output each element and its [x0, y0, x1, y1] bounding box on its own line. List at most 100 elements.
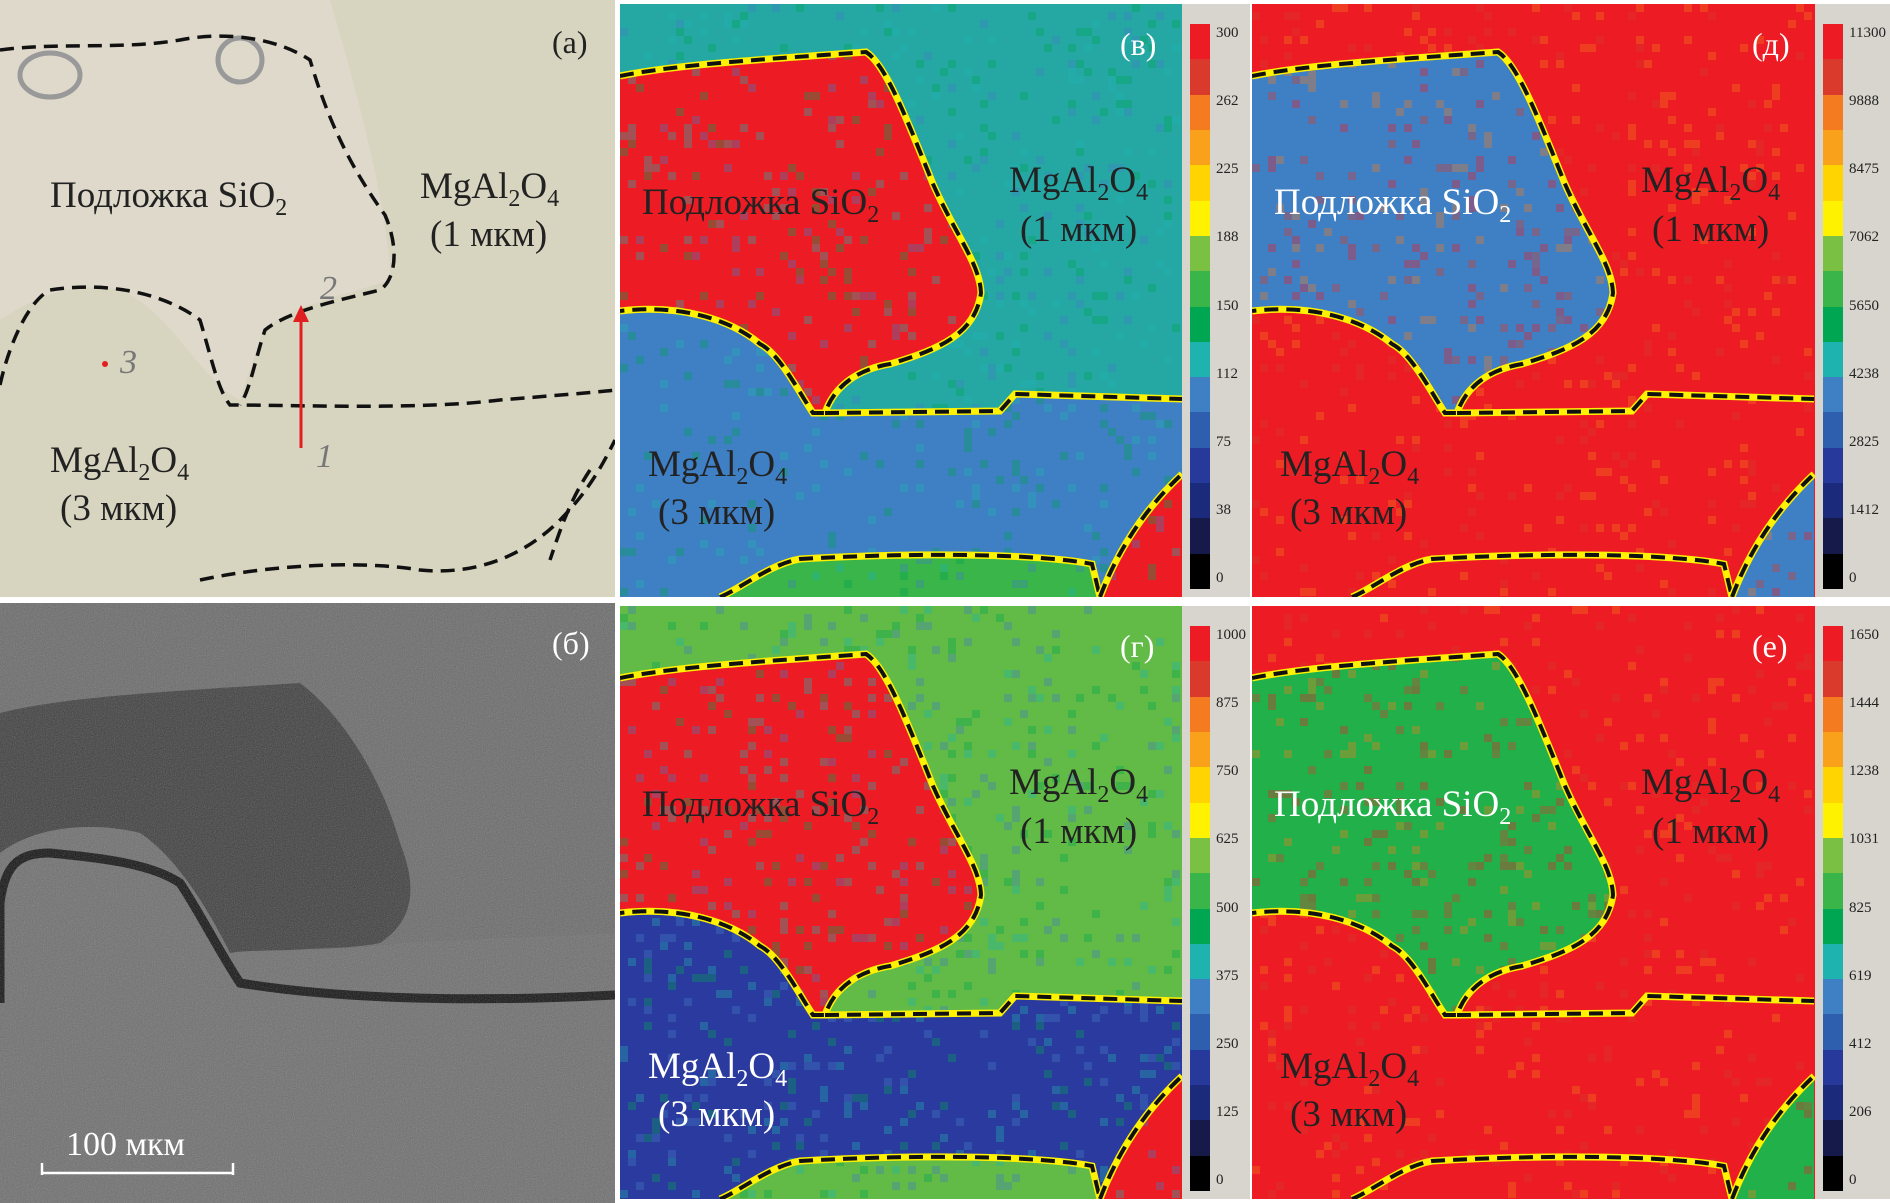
colorbar-tick-label: 375 — [1216, 967, 1239, 984]
colorbar-segment — [1190, 518, 1210, 554]
colorbar-tick-label: 750 — [1216, 763, 1239, 780]
colorbar-segment — [1823, 1049, 1843, 1086]
colorbar-d: 11300 9888 8475 7062 5650 4238 2825 1412 0 — [1815, 4, 1890, 597]
arrow-head-icon — [293, 305, 309, 322]
colorbar-segment — [1823, 908, 1843, 944]
colorbar-tick-label: 500 — [1216, 899, 1239, 916]
colorbar-segment — [1823, 837, 1843, 874]
element-map — [1252, 4, 1815, 597]
panel-a-boundaries — [0, 0, 615, 597]
colorbar-tick-label: 1031 — [1849, 831, 1879, 848]
colorbar-segment — [1190, 306, 1210, 342]
colorbar-segment — [1823, 129, 1843, 166]
panel-letter: (е) — [1752, 628, 1788, 664]
colorbar-segment — [1823, 483, 1843, 519]
label-spinel-thick: MgAl2O4 — [648, 1046, 788, 1092]
region-corner — [1732, 1076, 1814, 1199]
colorbar-tick-label: 5650 — [1849, 297, 1879, 314]
region-substrate — [1252, 654, 1613, 1015]
label-thickness-3um: (3 мкм) — [1290, 1094, 1408, 1135]
colorbar-tick-label: 0 — [1216, 1172, 1224, 1188]
colorbar-tick-label: 875 — [1216, 695, 1239, 712]
region-bottom — [1352, 1156, 1732, 1199]
colorbar-segment — [1823, 767, 1843, 803]
colorbar-segment — [1190, 943, 1210, 980]
panel-letter: (а) — [552, 24, 588, 60]
colorbar-segment — [1823, 271, 1843, 307]
boundary-line — [719, 552, 1102, 597]
colorbar-tick-label: 619 — [1849, 967, 1872, 984]
element-map — [620, 4, 1182, 597]
colorbar-segment — [1190, 447, 1210, 484]
colorbar-segment — [1823, 235, 1843, 272]
colorbar-segment — [1823, 1120, 1843, 1156]
boundary-line — [1351, 1154, 1734, 1199]
colorbar-tick-label: 75 — [1216, 433, 1231, 450]
colorbar-segment — [1823, 731, 1843, 768]
colorbar-tick-label: 38 — [1216, 501, 1231, 518]
panel-b-sem-image: 100 мкм (б) — [0, 603, 615, 1203]
region-substrate — [1252, 52, 1613, 413]
label-substrate: Подложка SiO2 — [642, 784, 880, 830]
label-spinel-thick: MgAl2O4 — [50, 440, 190, 486]
colorbar-segment — [1190, 873, 1210, 909]
label-thickness-1um: (1 мкм) — [430, 214, 548, 255]
colorbar-tick-label: 412 — [1849, 1035, 1872, 1052]
label-thickness-3um: (3 мкм) — [1290, 492, 1408, 533]
colorbar-segment — [1190, 1049, 1210, 1086]
panel-letter: (в) — [1120, 26, 1157, 62]
region-spinel-3um — [620, 911, 1182, 1199]
label-thickness-3um: (3 мкм) — [658, 1094, 776, 1135]
region-corner — [1100, 474, 1182, 597]
colorbar-tick-label: 262 — [1216, 93, 1239, 110]
label-thickness-3um: (3 мкм) — [60, 488, 178, 529]
colorbar-segment — [1190, 1155, 1210, 1191]
element-map — [1252, 606, 1815, 1199]
colorbar-segment — [1190, 412, 1210, 448]
colorbar-segment — [1823, 165, 1843, 201]
label-spinel-thin: MgAl2O4 — [1009, 160, 1149, 206]
colorbar-tick-label: 11300 — [1849, 25, 1886, 41]
colorbar-segment — [1190, 1085, 1210, 1121]
boundary-line — [1252, 49, 1616, 415]
colorbar-tick-label: 0 — [1849, 570, 1857, 586]
colorbar-segment — [1190, 165, 1210, 201]
panel-letter: (д) — [1752, 26, 1790, 62]
boundary-line — [1252, 651, 1616, 1017]
colorbar-segment — [1190, 24, 1210, 60]
panel-b-image — [0, 603, 615, 1203]
colorbar-segment — [1190, 767, 1210, 803]
label-substrate: Подложка SiO2 — [50, 175, 288, 221]
colorbar-segment — [1823, 94, 1843, 130]
region-bottom — [720, 1156, 1100, 1199]
colorbar-scale — [1823, 626, 1843, 1191]
colorbar-segment — [1190, 94, 1210, 130]
panel-e-map: Подложка SiO2 MgAl2O4 (1 мкм) MgAl2O4 (3… — [1252, 606, 1815, 1199]
boundary-line — [1730, 1074, 1815, 1199]
colorbar-segment — [1823, 696, 1843, 732]
colorbar-tick-label: 225 — [1216, 161, 1239, 178]
label-thickness-1um: (1 мкм) — [1020, 209, 1138, 250]
label-spinel-thick: MgAl2O4 — [648, 444, 788, 490]
colorbar-tick-label: 2825 — [1849, 433, 1879, 450]
colorbar-tick-label: 300 — [1216, 25, 1239, 41]
colorbar-segment — [1190, 483, 1210, 519]
element-map — [620, 606, 1182, 1199]
panel-letter: (г) — [1120, 628, 1155, 664]
colorbar-segment — [1190, 377, 1210, 413]
panel-d-map: Подложка SiO2 MgAl2O4 (1 мкм) MgAl2O4 (3… — [1252, 4, 1815, 597]
colorbar-tick-label: 1000 — [1216, 627, 1246, 643]
boundary-line — [1098, 472, 1182, 597]
colorbar-tick-label: 7062 — [1849, 229, 1879, 246]
colorbar-scale — [1190, 626, 1210, 1191]
label-spinel-thin: MgAl2O4 — [1641, 160, 1781, 206]
region-corner — [1100, 1076, 1182, 1199]
colorbar-segment — [1823, 1014, 1843, 1050]
colorbar-tick-label: 125 — [1216, 1103, 1239, 1120]
colorbar-scale — [1823, 24, 1843, 589]
colorbar-segment — [1823, 306, 1843, 342]
colorbar-segment — [1190, 979, 1210, 1015]
colorbar-segment — [1190, 235, 1210, 272]
colorbar-segment — [1823, 553, 1843, 589]
label-substrate: Подложка SiO2 — [1274, 784, 1512, 830]
